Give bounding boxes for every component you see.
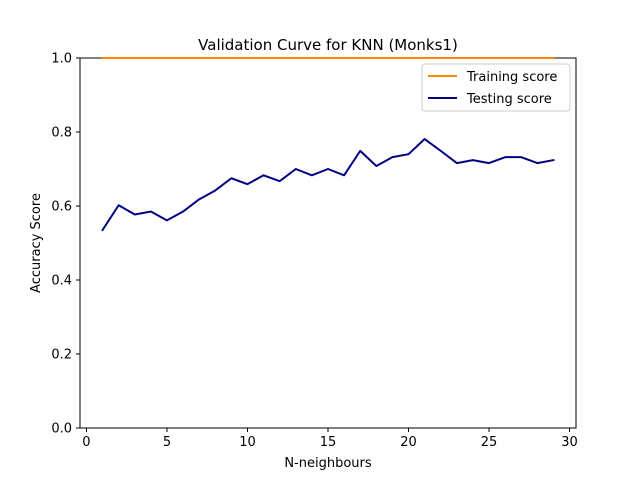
x-tick-label: 5 [163,435,171,450]
y-tick-label: 1.0 [51,52,72,67]
y-tick-label: 0.4 [51,274,72,289]
y-tick-label: 0.2 [51,348,72,363]
x-axis-label: N-neighbours [284,456,372,471]
legend-box [421,63,571,112]
y-tick-label: 0.8 [51,126,72,141]
x-tick-label: 25 [481,435,498,450]
legend: Training score Testing score [421,63,571,112]
legend-label-training: Training score [466,70,557,85]
y-axis-label: Accuracy Score [29,193,44,293]
series-lines [101,57,555,232]
x-tick-label: 15 [320,435,337,450]
plot-area: 0 5 10 15 20 25 30 0.0 0.2 0.4 0.6 0.8 1.0 [51,52,578,451]
y-tick-label: 0.6 [51,200,72,215]
y-tick-label: 0.0 [51,422,72,437]
chart-title: Validation Curve for KNN (Monks1) [198,36,458,54]
x-tick-label: 0 [82,435,90,450]
x-axis: 0 5 10 15 20 25 30 [82,428,578,450]
y-axis: 0.0 0.2 0.4 0.6 0.8 1.0 [51,52,80,437]
series-line-testing [101,138,555,232]
x-tick-label: 30 [561,435,578,450]
x-tick-label: 20 [400,435,417,450]
legend-label-testing: Testing score [466,92,552,107]
x-tick-label: 10 [239,435,256,450]
